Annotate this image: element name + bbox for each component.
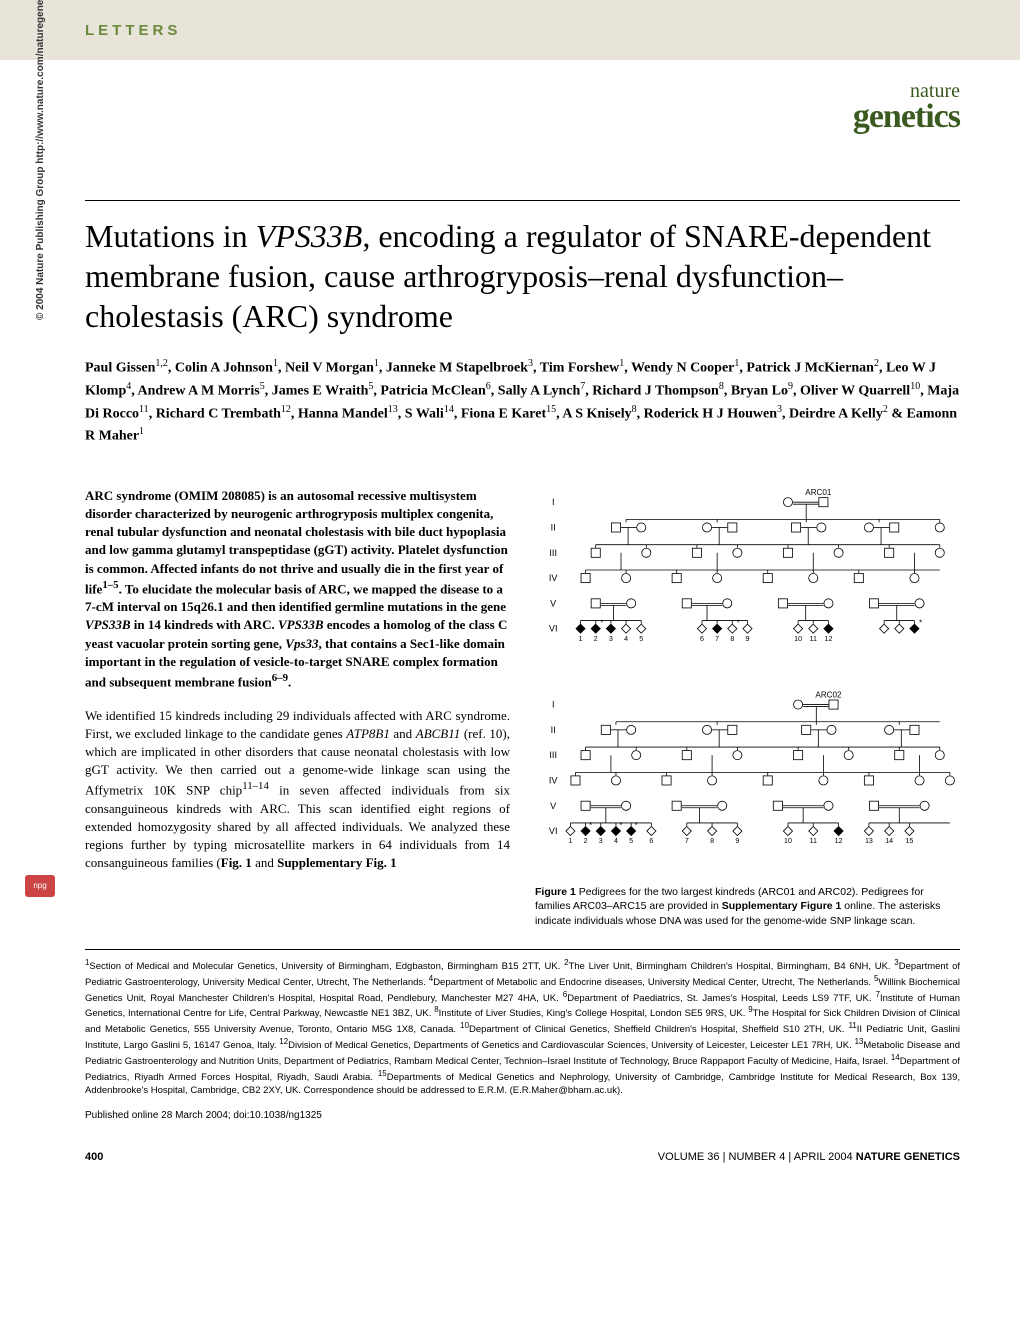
svg-text:*: * [600, 618, 604, 627]
copyright-sidebar: © 2004 Nature Publishing Group http://ww… [35, 0, 46, 320]
svg-text:V: V [550, 598, 557, 608]
npg-badge-icon: npg [25, 875, 55, 897]
svg-text:III: III [549, 750, 557, 760]
svg-text:11: 11 [810, 837, 817, 845]
svg-text:VI: VI [549, 624, 558, 634]
svg-text:10: 10 [794, 635, 802, 643]
svg-text:10: 10 [784, 837, 792, 845]
svg-text:II: II [551, 725, 556, 735]
svg-text:7: 7 [685, 837, 689, 845]
svg-text:IV: IV [549, 775, 559, 785]
figure-1: IIIIIIIVVVIARC01***123456789101112IIIIII… [535, 487, 960, 877]
svg-text:13: 13 [865, 837, 873, 845]
author-list: Paul Gissen1,2, Colin A Johnson1, Neil V… [85, 356, 960, 447]
two-column-body: ARC syndrome (OMIM 208085) is an autosom… [85, 487, 960, 929]
svg-text:4: 4 [624, 635, 628, 643]
page-footer: 400 VOLUME 36 | NUMBER 4 | APRIL 2004 NA… [0, 1121, 1020, 1183]
title-rule [85, 200, 960, 201]
svg-text:*: * [589, 821, 593, 830]
page-number: 400 [85, 1151, 103, 1163]
affiliation-rule [85, 949, 960, 950]
svg-text:1: 1 [579, 635, 583, 643]
svg-text:1: 1 [568, 837, 572, 845]
svg-text:2: 2 [584, 837, 588, 845]
right-column: IIIIIIIVVVIARC01***123456789101112IIIIII… [535, 487, 960, 929]
section-label: LETTERS [85, 22, 181, 39]
publication-info: Published online 28 March 2004; doi:10.1… [85, 1110, 960, 1121]
svg-text:7: 7 [715, 635, 719, 643]
svg-text:12: 12 [835, 837, 843, 845]
svg-text:I: I [552, 497, 555, 507]
svg-text:14: 14 [885, 837, 893, 845]
svg-text:11: 11 [810, 635, 817, 643]
svg-text:VI: VI [549, 826, 558, 836]
svg-text:6: 6 [649, 837, 653, 845]
issue-info: VOLUME 36 | NUMBER 4 | APRIL 2004 NATURE… [658, 1151, 960, 1163]
svg-text:6: 6 [700, 635, 704, 643]
title-pre: Mutations in [85, 218, 256, 254]
journal-name-line1: nature [85, 80, 960, 103]
svg-text:2: 2 [594, 635, 598, 643]
svg-text:IV: IV [549, 573, 559, 583]
svg-text:12: 12 [825, 635, 833, 643]
figure-caption: Figure 1 Pedigrees for the two largest k… [535, 885, 960, 929]
title-gene: VPS33B [256, 218, 363, 254]
affiliations: 1Section of Medical and Molecular Geneti… [85, 958, 960, 1099]
svg-text:5: 5 [629, 837, 633, 845]
svg-text:5: 5 [639, 635, 643, 643]
svg-text:4: 4 [614, 837, 618, 845]
svg-text:*: * [919, 618, 923, 627]
article-title: Mutations in VPS33B, encoding a regulato… [85, 216, 960, 336]
svg-text:3: 3 [599, 837, 603, 845]
svg-text:V: V [550, 801, 557, 811]
svg-text:*: * [635, 821, 639, 830]
svg-text:I: I [552, 699, 555, 709]
svg-text:15: 15 [905, 837, 913, 845]
svg-text:8: 8 [730, 635, 734, 643]
svg-text:ARC01: ARC01 [805, 488, 832, 497]
svg-text:III: III [549, 548, 557, 558]
page-content: © 2004 Nature Publishing Group http://ww… [0, 60, 1020, 1121]
section-header-band: LETTERS [0, 0, 1020, 60]
svg-text:ARC02: ARC02 [815, 690, 842, 699]
body-paragraph: We identified 15 kindreds including 29 i… [85, 707, 510, 873]
svg-text:*: * [619, 821, 623, 830]
svg-text:8: 8 [710, 837, 714, 845]
svg-text:*: * [737, 618, 741, 627]
svg-text:II: II [551, 522, 556, 532]
svg-text:9: 9 [746, 635, 750, 643]
pedigree-diagram: IIIIIIIVVVIARC01***123456789101112IIIIII… [535, 487, 960, 872]
svg-text:3: 3 [609, 635, 613, 643]
journal-logo: nature genetics [85, 60, 960, 140]
abstract: ARC syndrome (OMIM 208085) is an autosom… [85, 487, 510, 692]
svg-text:9: 9 [735, 837, 739, 845]
journal-name-line2: genetics [85, 103, 960, 130]
left-column: ARC syndrome (OMIM 208085) is an autosom… [85, 487, 510, 929]
